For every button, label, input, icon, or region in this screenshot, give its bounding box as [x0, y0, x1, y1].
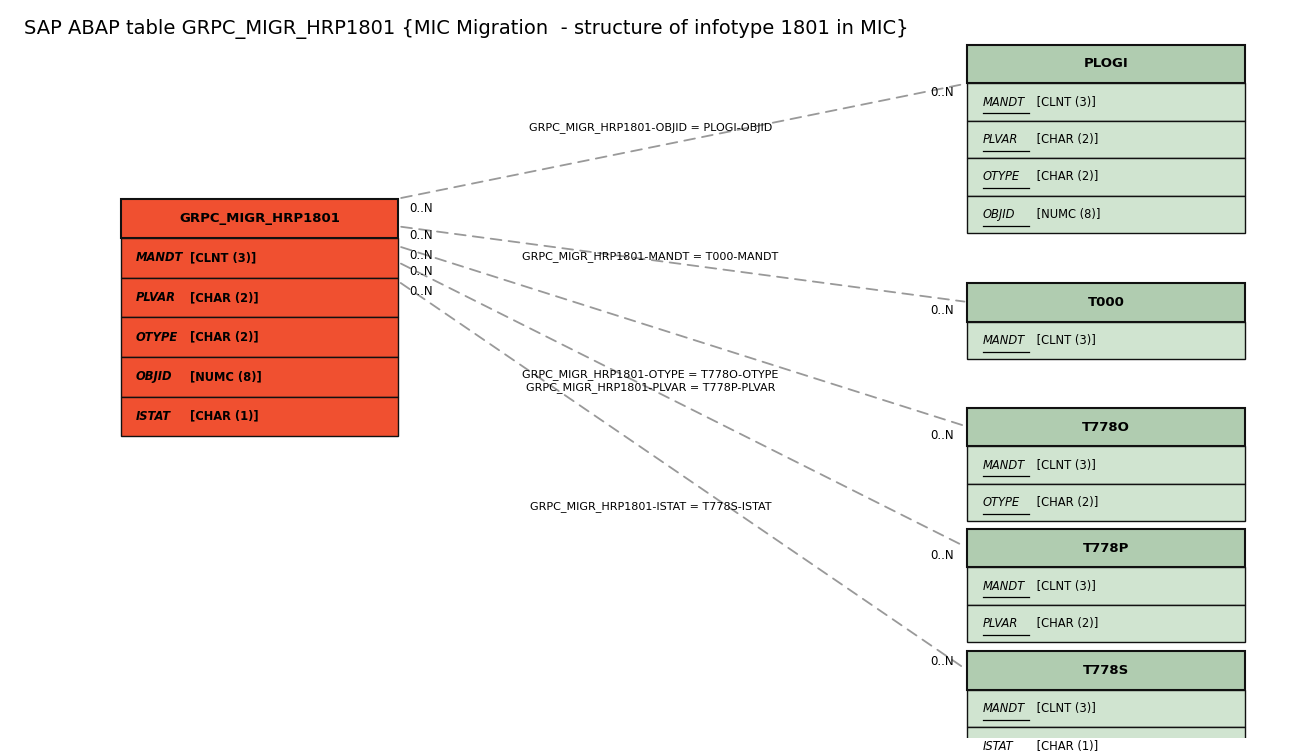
Text: GRPC_MIGR_HRP1801-OTYPE = T778O-OTYPE: GRPC_MIGR_HRP1801-OTYPE = T778O-OTYPE — [522, 368, 779, 380]
Text: MANDT: MANDT — [982, 580, 1025, 593]
Text: [CHAR (2)]: [CHAR (2)] — [186, 291, 259, 304]
Text: OTYPE: OTYPE — [982, 171, 1020, 183]
Text: ISTAT: ISTAT — [982, 740, 1013, 753]
Text: GRPC_MIGR_HRP1801-PLVAR = T778P-PLVAR: GRPC_MIGR_HRP1801-PLVAR = T778P-PLVAR — [526, 382, 775, 393]
Text: 0..N: 0..N — [409, 266, 432, 279]
Bar — [967, 484, 1245, 521]
Text: [CHAR (2)]: [CHAR (2)] — [1033, 617, 1098, 630]
Text: OTYPE: OTYPE — [137, 331, 178, 344]
Text: 0..N: 0..N — [930, 85, 954, 99]
Text: OBJID: OBJID — [137, 370, 173, 384]
Text: PLOGI: PLOGI — [1084, 57, 1128, 70]
Text: [CLNT (3)]: [CLNT (3)] — [1033, 334, 1095, 347]
Text: MANDT: MANDT — [137, 251, 183, 264]
Text: T000: T000 — [1088, 296, 1124, 309]
Text: T778P: T778P — [1082, 541, 1129, 554]
Text: [CLNT (3)]: [CLNT (3)] — [1033, 458, 1095, 472]
Bar — [967, 121, 1245, 159]
Bar — [121, 357, 398, 396]
Text: GRPC_MIGR_HRP1801-OBJID = PLOGI-OBJID: GRPC_MIGR_HRP1801-OBJID = PLOGI-OBJID — [530, 122, 771, 133]
Text: [CLNT (3)]: [CLNT (3)] — [186, 251, 256, 264]
Text: GRPC_MIGR_HRP1801: GRPC_MIGR_HRP1801 — [180, 212, 340, 225]
Text: T778S: T778S — [1082, 664, 1129, 677]
Text: GRPC_MIGR_HRP1801-ISTAT = T778S-ISTAT: GRPC_MIGR_HRP1801-ISTAT = T778S-ISTAT — [530, 501, 771, 512]
Text: ISTAT: ISTAT — [137, 410, 172, 423]
Text: MANDT: MANDT — [982, 96, 1025, 109]
Text: [NUMC (8)]: [NUMC (8)] — [1033, 208, 1101, 220]
Text: 0..N: 0..N — [409, 285, 432, 298]
Text: [CLNT (3)]: [CLNT (3)] — [1033, 96, 1095, 109]
Text: T778O: T778O — [1082, 421, 1131, 433]
Bar — [967, 651, 1245, 690]
Bar — [121, 278, 398, 317]
Text: [CLNT (3)]: [CLNT (3)] — [1033, 580, 1095, 593]
Text: 0..N: 0..N — [409, 202, 432, 214]
Text: [CHAR (1)]: [CHAR (1)] — [186, 410, 259, 423]
Text: [CLNT (3)]: [CLNT (3)] — [1033, 702, 1095, 715]
Bar — [121, 199, 398, 238]
Text: [CHAR (2)]: [CHAR (2)] — [186, 331, 259, 344]
Bar — [967, 159, 1245, 196]
Text: SAP ABAP table GRPC_MIGR_HRP1801 {MIC Migration  - structure of infotype 1801 in: SAP ABAP table GRPC_MIGR_HRP1801 {MIC Mi… — [23, 19, 908, 39]
Bar — [967, 568, 1245, 605]
Bar — [967, 196, 1245, 233]
Text: MANDT: MANDT — [982, 702, 1025, 715]
Bar — [967, 283, 1245, 322]
Bar — [967, 727, 1245, 755]
Text: 0..N: 0..N — [930, 549, 954, 562]
Bar — [121, 396, 398, 436]
Text: MANDT: MANDT — [982, 334, 1025, 347]
Bar — [967, 528, 1245, 568]
Text: PLVAR: PLVAR — [982, 133, 1019, 146]
Bar — [967, 408, 1245, 446]
Text: [CHAR (2)]: [CHAR (2)] — [1033, 133, 1098, 146]
Bar — [967, 45, 1245, 83]
Bar — [121, 238, 398, 278]
Bar — [967, 690, 1245, 727]
Text: [NUMC (8)]: [NUMC (8)] — [186, 370, 263, 384]
Text: PLVAR: PLVAR — [137, 291, 176, 304]
Text: MANDT: MANDT — [982, 458, 1025, 472]
Text: [CHAR (1)]: [CHAR (1)] — [1033, 740, 1098, 753]
Bar — [967, 605, 1245, 643]
Text: [CHAR (2)]: [CHAR (2)] — [1033, 171, 1098, 183]
Text: 0..N: 0..N — [930, 655, 954, 668]
Bar — [121, 317, 398, 357]
Text: PLVAR: PLVAR — [982, 617, 1019, 630]
Text: OTYPE: OTYPE — [982, 496, 1020, 509]
Bar — [967, 83, 1245, 121]
Text: GRPC_MIGR_HRP1801-MANDT = T000-MANDT: GRPC_MIGR_HRP1801-MANDT = T000-MANDT — [523, 251, 778, 262]
Text: 0..N: 0..N — [409, 249, 432, 262]
Text: OBJID: OBJID — [982, 208, 1015, 220]
Text: [CHAR (2)]: [CHAR (2)] — [1033, 496, 1098, 509]
Text: 0..N: 0..N — [930, 429, 954, 442]
Bar — [967, 322, 1245, 359]
Text: 0..N: 0..N — [930, 304, 954, 317]
Text: 0..N: 0..N — [409, 230, 432, 242]
Bar — [967, 446, 1245, 484]
